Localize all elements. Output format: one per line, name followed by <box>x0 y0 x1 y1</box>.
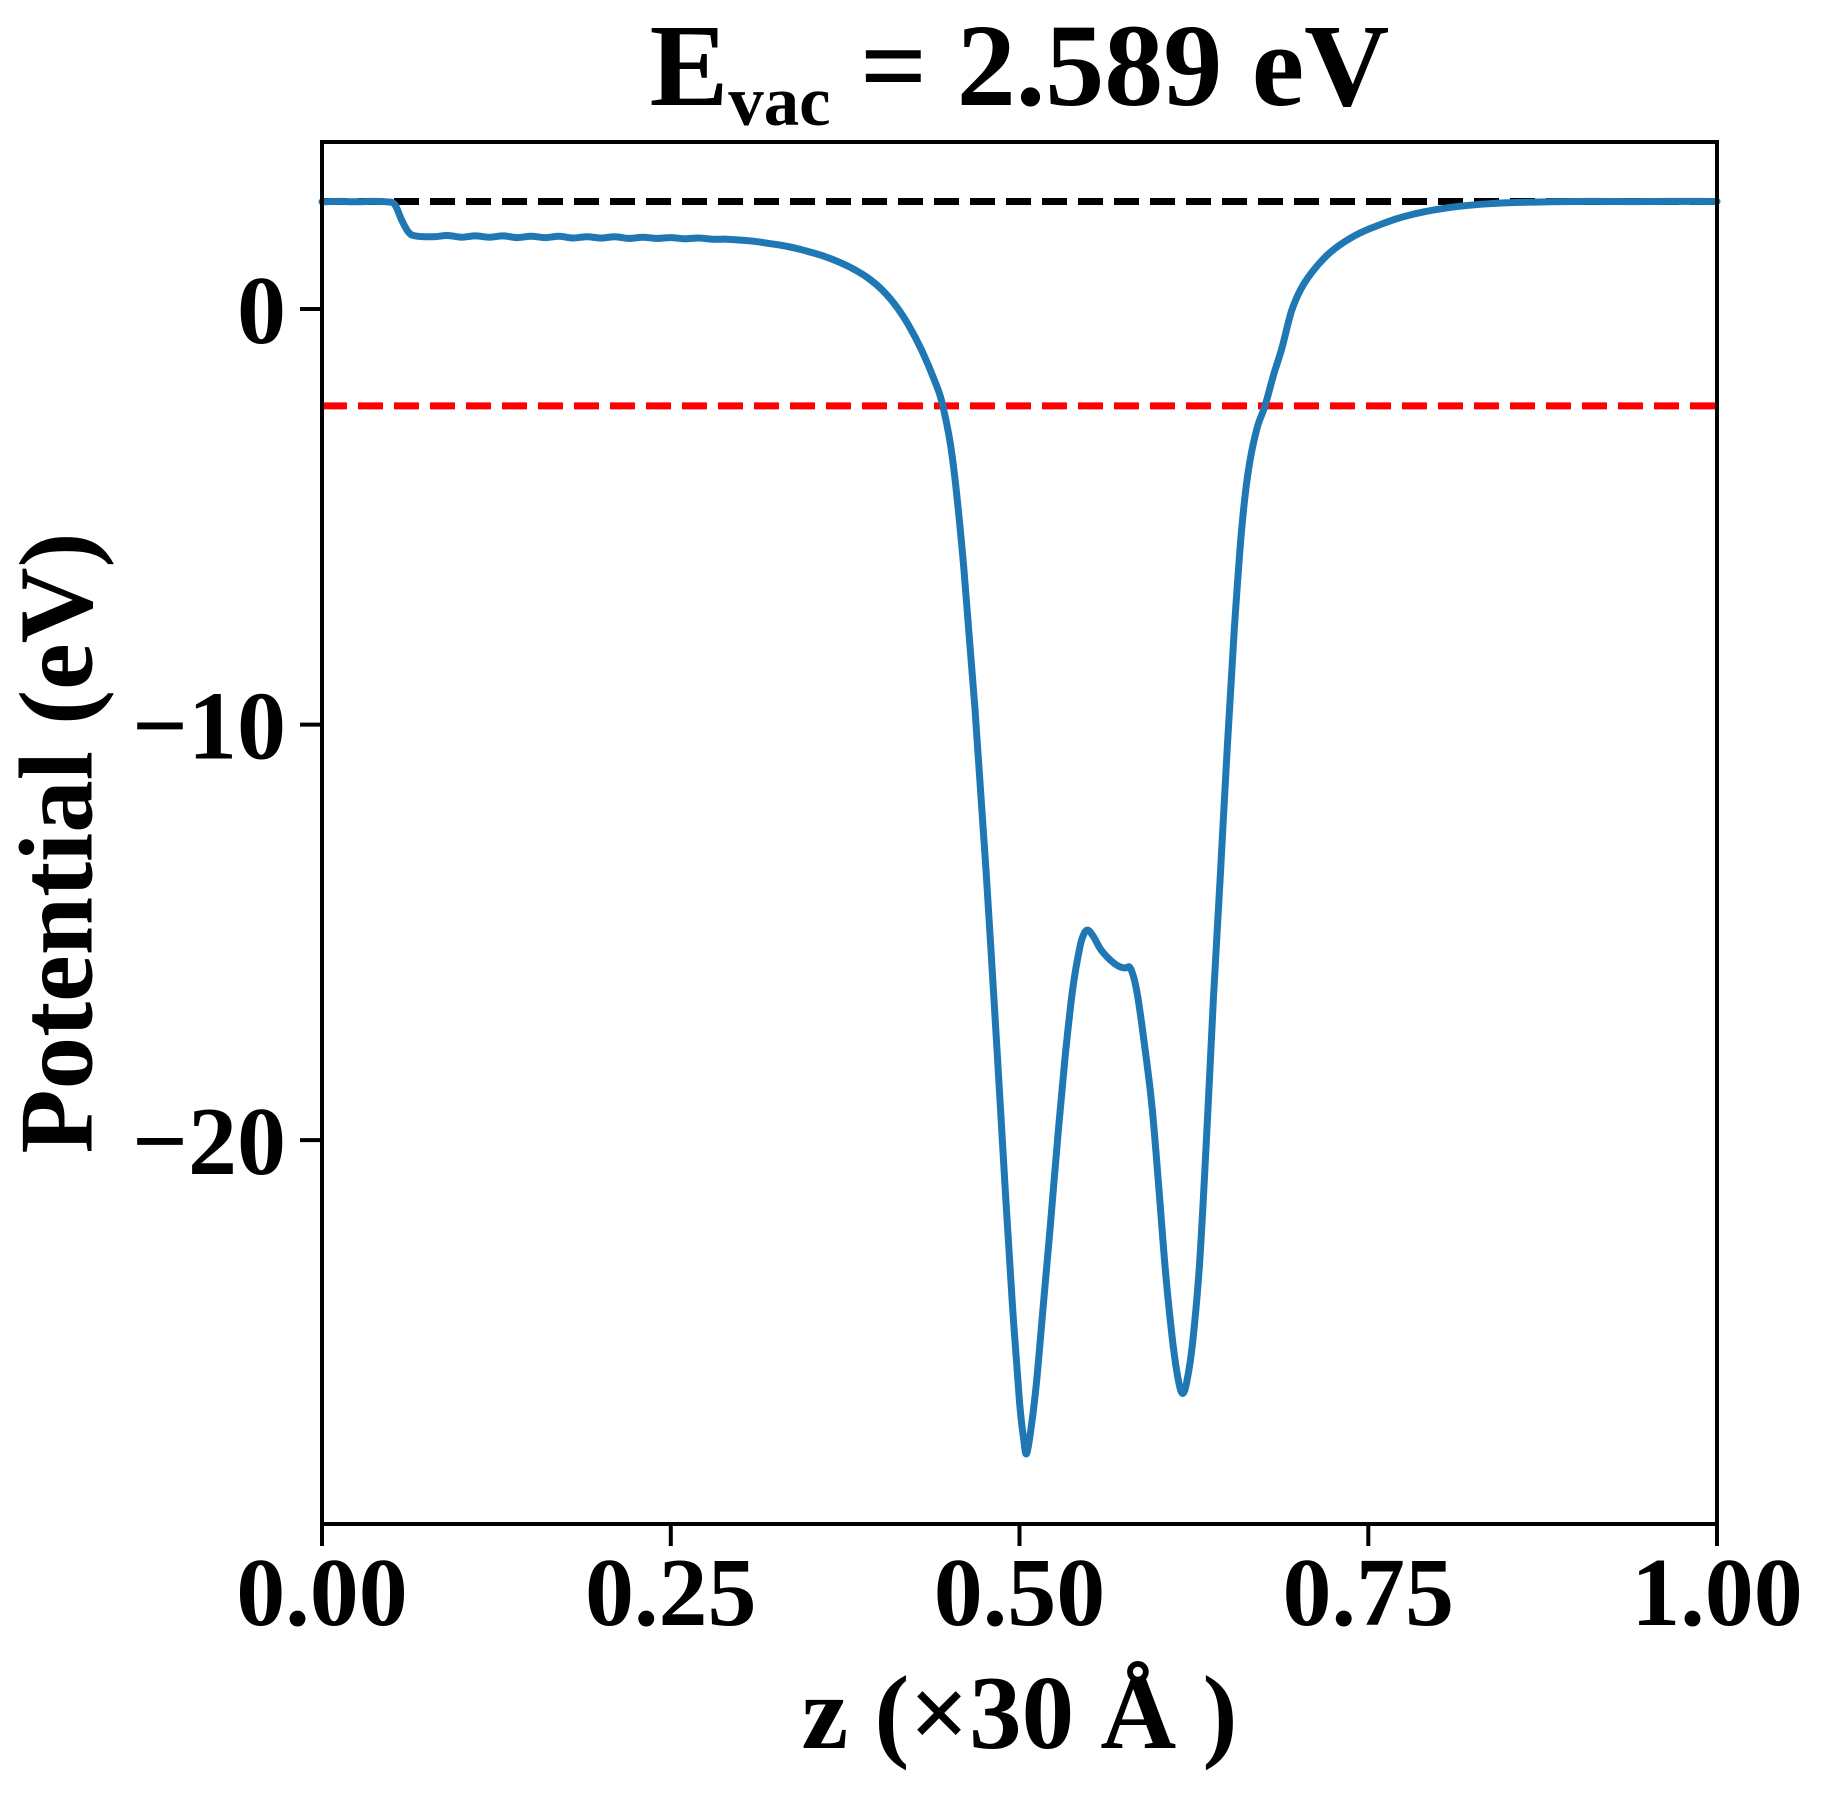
x-tick-label: 0.25 <box>585 1539 757 1647</box>
x-tick-label: 0.50 <box>934 1539 1106 1647</box>
x-axis-label: z (×30 Å ) <box>801 1654 1238 1771</box>
x-tick-label: 1.00 <box>1631 1539 1803 1647</box>
chart-title: Evac = 2.589 eV <box>322 0 1717 137</box>
title-subscript: vac <box>728 62 831 141</box>
x-tick-label: 0.00 <box>236 1539 408 1647</box>
planar-averaged-potential-curve <box>318 197 1721 1458</box>
plot-frame <box>320 140 1719 1526</box>
y-tick-label: −20 <box>132 1088 286 1196</box>
title-value: = 2.589 eV <box>830 0 1390 131</box>
x-tick-label: 0.75 <box>1283 1539 1455 1647</box>
y-tick-label: −10 <box>132 673 286 781</box>
title-symbol: E <box>649 0 729 131</box>
y-tick-label: 0 <box>237 257 286 365</box>
